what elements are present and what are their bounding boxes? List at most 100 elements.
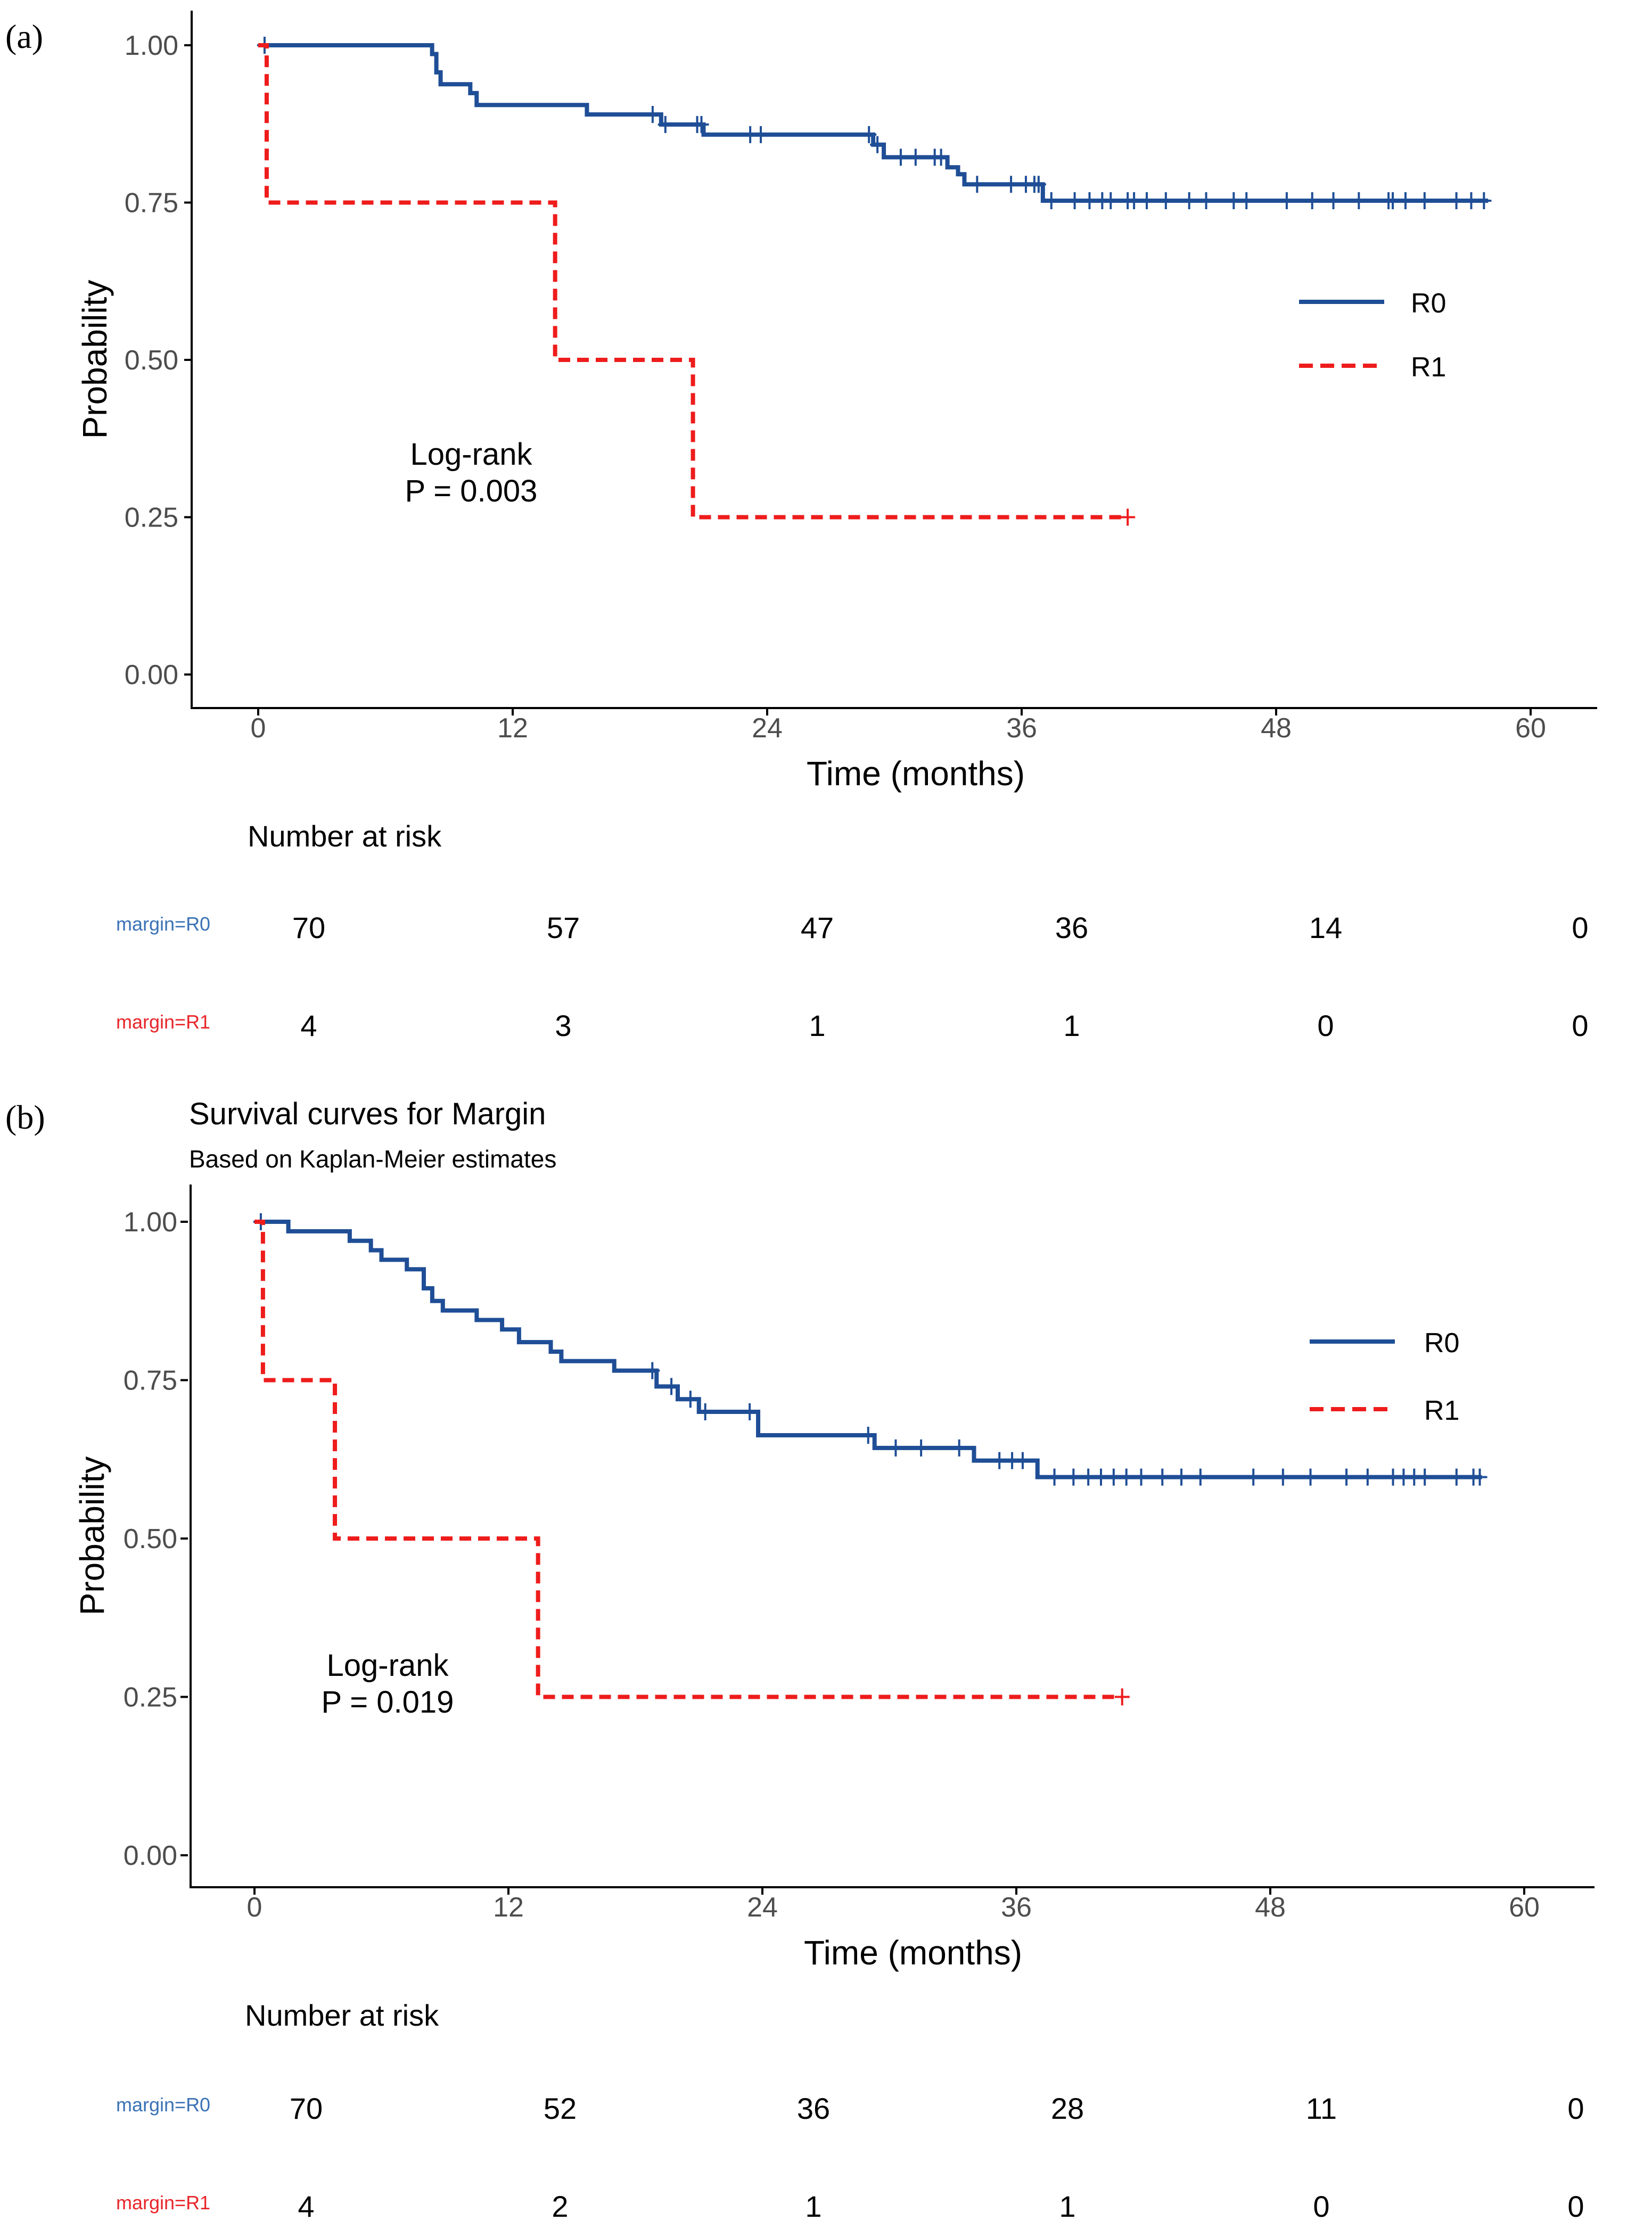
censor-mark	[1275, 1468, 1291, 1486]
y-tick-label: 1.00	[124, 1207, 177, 1238]
panel-a: (a) 0.00 0.25 0.50 0.75 1.00 0 12 24 36 48 60 Pro…	[5, 11, 1597, 1042]
y-tick-label: 0.00	[124, 1840, 177, 1871]
survival-curve-r1	[258, 43, 1128, 520]
censor-mark	[697, 1403, 713, 1420]
risk-value: 28	[1051, 2092, 1084, 2125]
risk-value: 1	[1063, 1009, 1080, 1042]
censor-mark	[1339, 1468, 1354, 1486]
x-tick-label: 24	[747, 1892, 778, 1923]
panel-b-subtitle: Based on Kaplan-Meier estimates	[189, 1145, 556, 1173]
censor-mark	[992, 1452, 1007, 1469]
y-tick-label: 0.25	[125, 503, 178, 533]
censor-mark	[1043, 192, 1059, 209]
panel-b-risk-row-r0: 70 52 36 28 11 0	[290, 2092, 1584, 2125]
censor-mark	[683, 1391, 698, 1408]
risk-value: 14	[1309, 911, 1342, 944]
x-tick-label: 60	[1509, 1892, 1540, 1923]
x-tick-label: 0	[247, 1892, 262, 1923]
censor-mark	[1464, 192, 1479, 209]
panel-a-legend: R0 R1	[1299, 288, 1446, 383]
censor-mark	[861, 126, 877, 143]
censor-mark	[1103, 192, 1119, 209]
censor-mark	[1279, 192, 1294, 209]
censor-mark	[1155, 1468, 1170, 1486]
panel-b: (b) Survival curves for Margin Based on …	[5, 1097, 1595, 2223]
risk-value: 1	[805, 2190, 821, 2223]
panel-a-risk-row-r0-label: margin=R0	[116, 913, 210, 935]
x-tick-label: 48	[1261, 713, 1292, 744]
risk-value: 0	[1313, 2190, 1329, 2223]
risk-value: 0	[1572, 911, 1588, 944]
censor-mark	[645, 1362, 660, 1379]
censor-mark	[893, 149, 908, 166]
survival-curve-r1	[254, 1220, 1122, 1699]
panel-b-label: (b)	[5, 1098, 45, 1136]
panel-a-logrank-label: Log-rank	[410, 437, 533, 472]
y-tick-label: 1.00	[125, 30, 178, 61]
survival-curve-r0	[258, 43, 1489, 203]
censor-mark	[1174, 1468, 1189, 1486]
panel-b-legend-r1-label: R1	[1424, 1395, 1459, 1426]
censor-mark	[1015, 1452, 1030, 1469]
panel-a-y-axis-title: Probability	[76, 280, 114, 439]
censor-mark	[1047, 1468, 1062, 1486]
panel-b-risk-title: Number at risk	[245, 1998, 439, 2032]
censor-mark	[1449, 192, 1464, 209]
censor-mark	[1139, 192, 1155, 209]
censor-mark	[860, 1427, 876, 1444]
risk-value: 0	[1572, 1009, 1588, 1042]
censor-mark	[933, 149, 949, 166]
censor-mark	[1449, 1468, 1464, 1486]
panel-b-legend: R0 R1	[1310, 1328, 1459, 1426]
y-tick-label: 0.25	[124, 1682, 177, 1713]
censor-mark	[1119, 1468, 1134, 1486]
censor-mark	[742, 1403, 758, 1420]
x-tick-label: 60	[1515, 713, 1546, 744]
censor-mark	[753, 126, 769, 143]
risk-value: 0	[1567, 2190, 1584, 2223]
panel-b-x-axis-title: Time (months)	[804, 1934, 1022, 1972]
risk-value: 1	[1059, 2190, 1075, 2223]
censor-mark	[1417, 192, 1432, 209]
risk-value: 4	[300, 1009, 317, 1042]
censor-mark	[870, 136, 885, 153]
censor-mark	[645, 106, 660, 124]
censor-mark	[914, 1439, 929, 1457]
x-tick-label: 36	[1001, 1892, 1032, 1923]
panel-a-risk-title: Number at risk	[248, 819, 442, 853]
censor-mark	[1246, 1468, 1261, 1486]
censor-mark	[1239, 192, 1254, 209]
panel-a-legend-r0-label: R0	[1411, 288, 1446, 319]
x-tick-label: 0	[251, 713, 266, 744]
censor-mark	[908, 149, 923, 166]
censor-mark	[1398, 192, 1413, 209]
x-tick-label: 12	[497, 713, 528, 744]
censor-mark	[969, 176, 985, 193]
censor-mark	[1198, 192, 1214, 209]
risk-value: 57	[547, 911, 580, 944]
censor-mark	[1081, 1468, 1096, 1486]
censor-mark	[1094, 1468, 1108, 1486]
x-tick-label: 48	[1255, 1892, 1286, 1923]
censor-mark	[694, 116, 709, 133]
risk-value: 2	[552, 2190, 568, 2223]
risk-value: 3	[555, 1009, 571, 1042]
censor-mark	[1476, 192, 1492, 209]
panel-b-logrank-label: Log-rank	[327, 1648, 449, 1683]
risk-value: 0	[1567, 2092, 1584, 2125]
censor-mark	[1181, 192, 1197, 209]
y-tick-label: 0.75	[125, 188, 178, 219]
censor-mark	[1385, 192, 1401, 209]
censor-mark	[1031, 176, 1046, 193]
x-tick-label: 24	[752, 713, 783, 744]
panel-a-risk-row-r1: 4 3 1 1 0 0	[300, 1009, 1588, 1042]
panel-b-curves	[253, 1213, 1487, 1706]
panel-a-p-value: P = 0.003	[405, 474, 538, 508]
censor-mark	[888, 1439, 903, 1457]
survival-curve-r0	[254, 1220, 1482, 1479]
censor-mark	[1106, 1468, 1121, 1486]
panel-a-label: (a)	[5, 18, 43, 55]
censor-mark	[1082, 192, 1097, 209]
panel-a-x-ticks: 0 12 24 36 48 60	[251, 708, 1546, 744]
